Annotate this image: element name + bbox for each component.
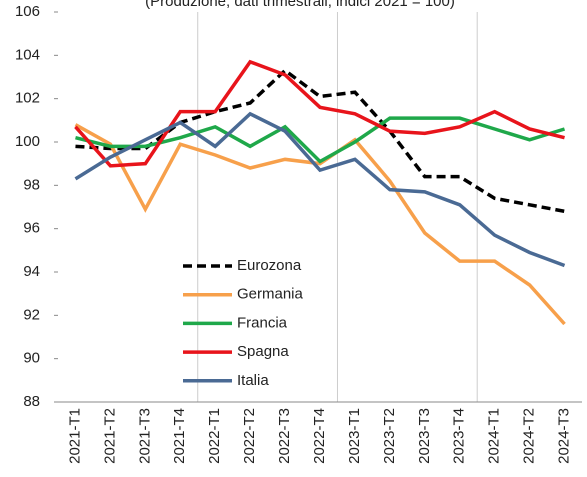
legend-label: Spagna [237, 343, 289, 360]
y-tick-label: 92 [23, 306, 40, 323]
x-tick-label: 2023-T2 [381, 408, 398, 464]
x-tick-label: 2021-T4 [171, 408, 188, 464]
x-tick-label: 2022-T3 [276, 408, 293, 464]
y-tick-label: 100 [15, 133, 40, 150]
legend-label: Francia [237, 314, 288, 331]
legend-label: Eurozona [237, 257, 302, 274]
x-tick-label: 2021-T2 [101, 408, 118, 464]
y-tick-label: 96 [23, 220, 40, 237]
x-tick-label: 2021-T3 [136, 408, 153, 464]
y-tick-label: 98 [23, 176, 40, 193]
series-line [74, 59, 565, 168]
x-tick-label: 2022-T2 [241, 408, 258, 464]
legend-label: Germania [237, 286, 304, 303]
y-tick-label: 90 [23, 350, 40, 367]
series-line [74, 123, 566, 326]
y-tick-label: 88 [23, 393, 40, 410]
x-tick-label: 2024-T1 [486, 408, 503, 464]
x-tick-label: 2022-T1 [206, 408, 223, 464]
x-tick-label: 2021-T1 [66, 408, 83, 464]
y-tick-label: 106 [15, 3, 40, 20]
y-tick-label: 102 [15, 90, 40, 107]
series-line [74, 111, 566, 268]
x-tick-label: 2023-T3 [416, 408, 433, 464]
series-line [75, 68, 565, 214]
x-tick-label: 2023-T4 [451, 408, 468, 464]
x-tick-label: 2023-T1 [346, 408, 363, 464]
x-tick-label: 2024-T2 [521, 408, 538, 464]
x-tick-label: 2024-T3 [556, 408, 573, 464]
y-tick-label: 104 [15, 46, 40, 63]
legend-label: Italia [237, 372, 269, 389]
chart-subtitle: (Produzione; dati trimestrali; indici 20… [145, 0, 455, 10]
y-tick-label: 94 [23, 263, 40, 280]
x-tick-label: 2022-T4 [311, 408, 328, 464]
